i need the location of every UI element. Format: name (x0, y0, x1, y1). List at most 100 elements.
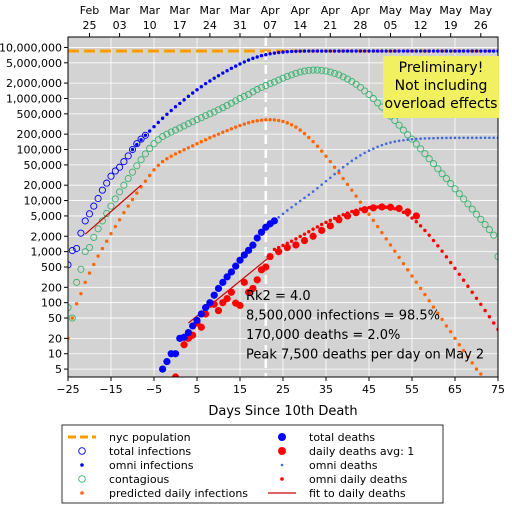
daily-deaths-avg-1-point (171, 373, 180, 377)
contagious-point (232, 97, 240, 105)
contagious-point (176, 124, 184, 132)
preliminary-note-line: overload effects (385, 96, 498, 112)
contagious-point (326, 68, 334, 76)
total-deaths-point (249, 241, 257, 249)
omni-infections-point (470, 49, 474, 53)
total-infections-point (77, 229, 85, 237)
predicted-daily-infections-point (268, 118, 272, 122)
contagious-point (270, 78, 278, 86)
y-tick-label: 200,000 (17, 128, 63, 141)
contagious-point (305, 66, 313, 74)
predicted-daily-infections-point (74, 302, 79, 306)
omni-infections-point (229, 66, 234, 70)
legend-label-omni-deaths: omni deaths (309, 459, 378, 472)
legend-label-total-deaths: total deaths (309, 431, 375, 444)
omni-infections-point (234, 64, 238, 68)
omni-infections-point (139, 138, 143, 142)
omni-daily-deaths-point (302, 232, 307, 236)
omni-infections-point (401, 49, 406, 53)
omni-infections-point (418, 49, 423, 53)
y-tick-label: 20 (48, 332, 62, 345)
omni-deaths-point (359, 154, 362, 157)
predicted-daily-infections-point (380, 230, 384, 235)
contagious-point (365, 90, 373, 98)
omni-infections-point (483, 49, 487, 53)
omni-infections-point (354, 49, 358, 53)
y-tick-label: 500,000 (17, 108, 63, 121)
predicted-daily-infections-point (130, 197, 135, 202)
omni-infections-point (148, 129, 152, 133)
daily-deaths-avg-1-point (236, 301, 244, 310)
contagious-point (68, 314, 76, 322)
contagious-point (309, 66, 317, 74)
contagious-point (116, 188, 124, 196)
daily-deaths-avg-1-point (300, 236, 309, 245)
predicted-daily-infections-point (182, 148, 186, 152)
omni-deaths-point (479, 136, 483, 140)
total-deaths-point (236, 256, 244, 264)
contagious-point (412, 140, 420, 148)
contagious-point (275, 76, 283, 84)
contagious-point (150, 140, 158, 148)
daily-deaths-avg-1-point (180, 341, 188, 349)
daily-deaths-avg-1-point (412, 212, 420, 220)
total-infections-point (90, 202, 98, 210)
contagious-point (202, 112, 210, 120)
omni-deaths-point (350, 159, 354, 163)
omni-deaths-point (423, 137, 427, 140)
contagious-point (434, 165, 442, 173)
predicted-daily-infections-point (444, 324, 449, 328)
omni-daily-deaths-point (324, 220, 328, 225)
contagious-point (395, 121, 403, 129)
top-axis-day-label: 07 (263, 19, 277, 32)
omni-daily-deaths-point (315, 225, 320, 229)
total-infections-point (107, 172, 115, 180)
daily-deaths-avg-1-point (197, 323, 205, 331)
contagious-point (451, 185, 459, 193)
contagious-point (107, 202, 115, 210)
omni-infections-point (380, 49, 384, 53)
y-tick-label: 100,000 (17, 144, 63, 157)
omni-daily-deaths-point (423, 228, 427, 233)
omni-infections-point (474, 49, 479, 53)
x-tick-label: −15 (99, 383, 122, 396)
omni-infections-point (311, 49, 315, 53)
contagious-point (481, 220, 489, 229)
omni-daily-deaths-point (320, 222, 324, 227)
predicted-daily-infections-point (212, 134, 216, 138)
omni-deaths-point (475, 136, 478, 140)
omni-infections-point (388, 49, 393, 53)
total-deaths-point (219, 278, 227, 286)
total-deaths-point (193, 316, 201, 324)
contagious-point (206, 110, 214, 118)
omni-infections-point (457, 49, 461, 53)
legend-label-omni-infections: omni infections (109, 459, 194, 472)
predicted-daily-infections-point (173, 152, 178, 156)
legend: nyc population total deaths total infectio… (61, 424, 444, 504)
contagious-point (73, 278, 81, 286)
contagious-point (356, 83, 364, 91)
predicted-daily-infections-point (457, 343, 461, 347)
total-infections-point (68, 246, 76, 255)
predicted-daily-infections-point (272, 118, 277, 122)
contagious-point (128, 168, 137, 176)
predicted-daily-infections-point (427, 299, 431, 303)
contagious-point (197, 114, 205, 122)
predicted-daily-infections-point (70, 316, 75, 320)
omni-infections-point (298, 49, 302, 53)
contagious-point (210, 108, 218, 116)
daily-deaths-avg-1-point (262, 263, 270, 271)
daily-deaths-avg-1-point (275, 248, 283, 256)
daily-deaths-avg-1-point (292, 241, 300, 249)
omni-daily-deaths-point (272, 247, 277, 252)
omni-daily-deaths-point (418, 224, 423, 228)
contagious-point (318, 66, 326, 74)
predicted-daily-infections-point (178, 150, 182, 154)
omni-deaths-point (363, 151, 367, 155)
predicted-daily-infections-point (461, 348, 466, 353)
omni-infections-point (195, 88, 199, 92)
omni-daily-deaths-point (492, 321, 496, 325)
total-infections-point (137, 135, 145, 143)
omni-deaths-point (372, 147, 375, 150)
